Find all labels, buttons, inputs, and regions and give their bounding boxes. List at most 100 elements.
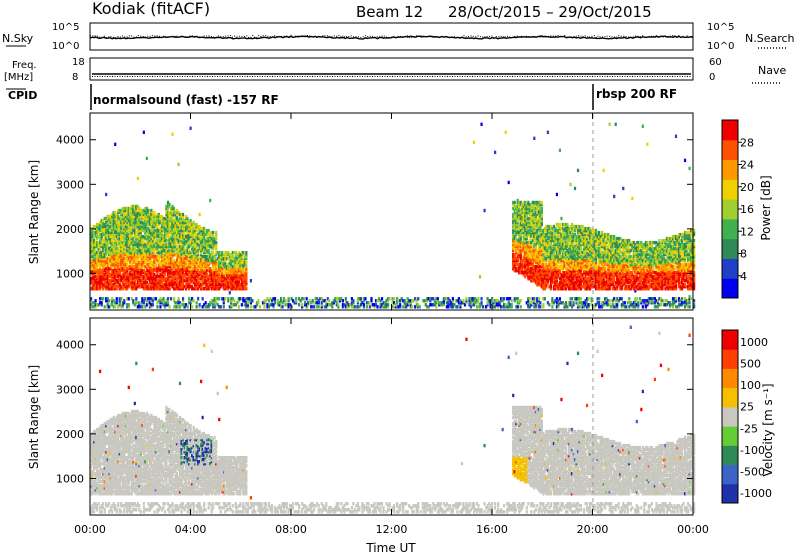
data-cell — [184, 228, 188, 233]
data-cell — [124, 248, 127, 253]
data-cell — [171, 212, 174, 217]
data-cell — [168, 238, 171, 243]
data-cell — [96, 258, 99, 263]
data-cell — [165, 244, 168, 249]
data-cell — [133, 266, 136, 271]
data-cell — [151, 210, 155, 215]
data-cell — [115, 218, 118, 223]
data-cell — [187, 264, 191, 269]
data-cell — [194, 256, 197, 261]
data-cell — [129, 260, 132, 265]
data-cell — [96, 240, 99, 245]
data-cell — [91, 248, 94, 253]
data-cell — [189, 285, 192, 289]
data-cell — [97, 252, 100, 257]
data-cell — [96, 242, 99, 247]
data-cell — [480, 301, 483, 305]
data-cell — [154, 246, 158, 251]
data-cell — [212, 230, 215, 235]
data-cell — [181, 287, 185, 291]
data-cell — [162, 216, 165, 221]
data-cell — [174, 287, 177, 291]
data-cell — [138, 301, 141, 305]
data-cell — [186, 264, 189, 269]
data-cell — [99, 236, 102, 241]
data-cell — [150, 240, 153, 245]
data-cell — [194, 248, 197, 253]
data-cell — [186, 252, 189, 257]
data-cell — [135, 220, 138, 225]
data-cell — [133, 279, 136, 283]
data-cell — [177, 162, 180, 167]
data-cell — [96, 254, 99, 259]
data-cell — [144, 248, 147, 253]
data-cell — [386, 303, 390, 307]
data-cell — [135, 269, 138, 273]
data-cell — [169, 279, 173, 283]
data-cell — [198, 212, 201, 217]
data-cell — [117, 248, 120, 253]
data-cell — [186, 244, 189, 249]
data-cell — [153, 273, 156, 277]
data-cell — [147, 273, 150, 277]
data-cell — [100, 301, 103, 305]
data-cell — [178, 301, 182, 305]
data-cell — [168, 240, 171, 245]
data-cell — [148, 279, 151, 283]
data-cell — [245, 250, 248, 255]
data-cell — [162, 277, 165, 281]
data-cell — [147, 236, 150, 241]
data-cell — [138, 228, 141, 233]
data-cell — [566, 222, 569, 227]
data-cell — [124, 228, 127, 233]
data-cell — [120, 230, 123, 235]
data-cell — [172, 299, 176, 303]
data-cell — [103, 264, 106, 269]
data-cell — [370, 297, 373, 301]
data-cell — [159, 214, 162, 219]
data-cell — [127, 281, 130, 285]
data-cell — [102, 238, 105, 243]
data-cell — [175, 264, 179, 269]
data-cell — [159, 305, 162, 309]
data-cell — [106, 269, 109, 273]
data-cell — [178, 222, 182, 227]
freq-tick-bottom: 8 — [72, 72, 78, 83]
data-cell — [160, 256, 164, 261]
data-cell — [103, 254, 106, 259]
data-cell — [141, 216, 144, 221]
data-cell — [159, 287, 162, 291]
data-cell — [183, 242, 186, 247]
data-cell — [150, 283, 153, 287]
data-cell — [186, 228, 189, 233]
data-cell — [126, 208, 129, 213]
data-cell — [154, 238, 158, 243]
data-cell — [251, 299, 254, 303]
data-cell — [159, 246, 162, 251]
data-cell — [175, 283, 179, 287]
data-cell — [510, 303, 513, 307]
data-cell — [180, 273, 183, 277]
data-cell — [117, 230, 120, 235]
data-cell — [144, 283, 147, 287]
data-cell — [183, 273, 186, 277]
data-cell — [160, 228, 164, 233]
data-cell — [102, 252, 105, 257]
data-cell — [114, 287, 117, 291]
data-cell — [117, 266, 120, 271]
data-cell — [168, 210, 171, 215]
data-cell — [118, 236, 121, 241]
data-cell — [118, 258, 121, 263]
data-cell — [123, 216, 126, 221]
data-cell — [102, 248, 105, 253]
data-cell — [109, 242, 112, 247]
data-cell — [172, 244, 176, 249]
data-cell — [118, 208, 121, 213]
data-cell — [136, 242, 139, 247]
data-cell — [112, 264, 115, 269]
data-cell — [165, 252, 168, 257]
data-cell — [150, 299, 153, 303]
data-cell — [151, 214, 155, 219]
data-cell — [194, 264, 197, 269]
data-cell — [245, 260, 248, 265]
